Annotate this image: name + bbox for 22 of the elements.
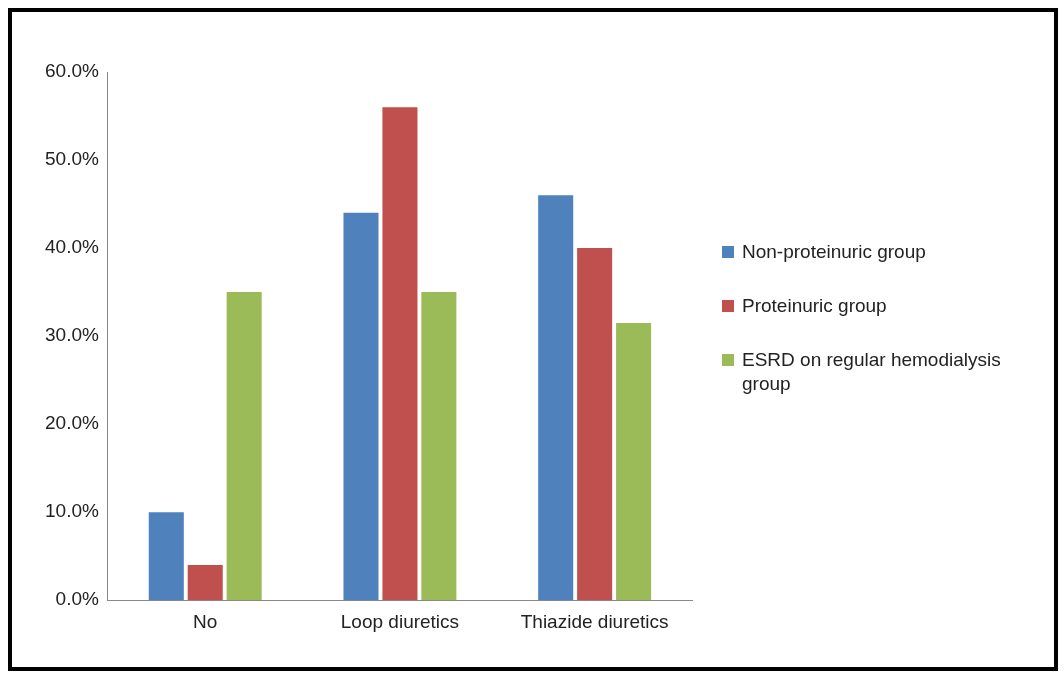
legend-label: ESRD on regular hemodialysis group <box>742 348 1002 396</box>
y-tick-label: 50.0% <box>45 148 99 170</box>
bar <box>577 248 613 601</box>
bar <box>616 322 652 601</box>
x-tick-label: No <box>193 610 218 632</box>
bar <box>226 292 262 601</box>
y-tick-label: 0.0% <box>55 588 99 610</box>
y-tick-label: 10.0% <box>45 500 99 522</box>
x-tick-label: Thiazide diuretics <box>520 610 669 632</box>
bar <box>187 564 223 601</box>
bar <box>148 512 184 601</box>
bar <box>538 195 574 601</box>
bar <box>421 292 457 601</box>
bar <box>343 212 379 601</box>
y-tick-label: 20.0% <box>45 412 99 434</box>
bar <box>382 107 418 601</box>
legend-label: Proteinuric group <box>742 294 887 318</box>
y-tick-label: 30.0% <box>45 324 99 346</box>
x-tick-label: Loop diuretics <box>340 610 460 632</box>
y-tick-label: 40.0% <box>45 236 99 258</box>
y-tick-label: 60.0% <box>45 60 99 82</box>
legend-label: Non-proteinuric group <box>742 240 926 264</box>
